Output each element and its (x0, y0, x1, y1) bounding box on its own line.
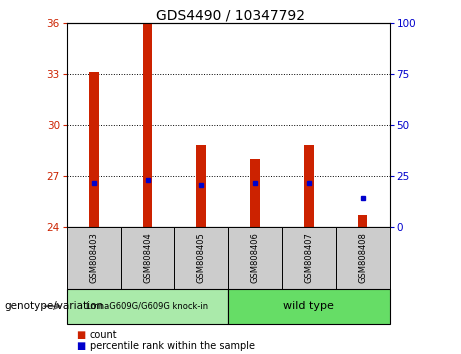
Bar (67, 227, 121, 289)
Text: GSM808404: GSM808404 (143, 232, 152, 283)
Text: LmnaG609G/G609G knock-in: LmnaG609G/G609G knock-in (87, 302, 208, 311)
Text: GSM808407: GSM808407 (304, 232, 313, 283)
Text: count: count (90, 330, 118, 339)
Bar (250, 159, 260, 227)
Bar (282, 227, 336, 289)
Bar (121, 227, 174, 289)
Text: genotype/variation: genotype/variation (5, 301, 104, 311)
Bar (196, 145, 206, 227)
Bar (89, 72, 99, 227)
Bar (67, 289, 228, 324)
Text: GSM808408: GSM808408 (358, 232, 367, 283)
Bar (336, 227, 390, 289)
Text: GDS4490 / 10347792: GDS4490 / 10347792 (156, 9, 305, 23)
Text: percentile rank within the sample: percentile rank within the sample (90, 341, 255, 351)
Bar (228, 227, 282, 289)
Bar (174, 227, 228, 289)
Text: wild type: wild type (284, 301, 334, 311)
Bar (304, 145, 313, 227)
Bar (142, 23, 152, 227)
Text: ■: ■ (76, 330, 85, 339)
Text: GSM808406: GSM808406 (251, 232, 260, 283)
Text: GSM808405: GSM808405 (197, 232, 206, 283)
Bar (228, 289, 390, 324)
Bar (358, 215, 367, 227)
Text: ■: ■ (76, 341, 85, 351)
Text: GSM808403: GSM808403 (89, 232, 98, 283)
